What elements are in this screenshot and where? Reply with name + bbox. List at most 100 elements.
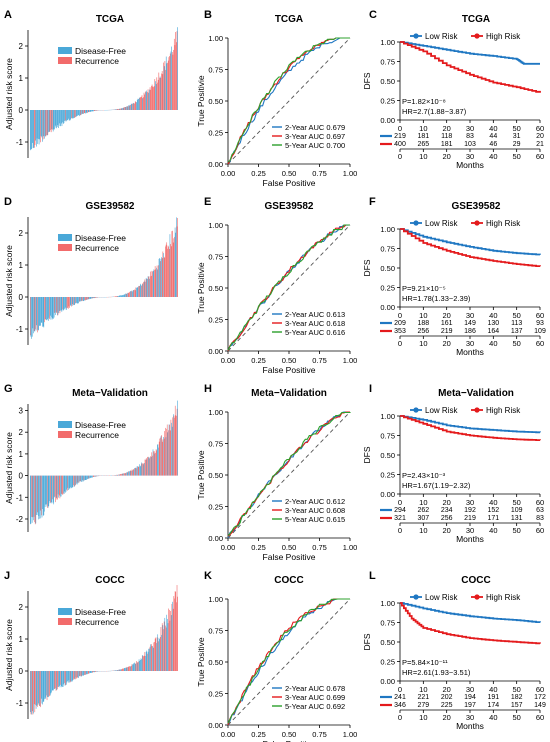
risk-bar [63,110,65,124]
risk-bar [42,671,44,702]
x-tick-label: 30 [466,685,474,694]
risk-bar [47,475,48,509]
risk-bar [146,90,148,110]
risk-bar [128,293,130,297]
risk-bar [126,106,128,110]
risk-bar [118,669,120,671]
risk-bar [37,475,38,513]
risk-count-high: 307 [417,515,429,522]
risk-bar [52,297,54,319]
risk-bar [68,110,69,119]
risk-bar [118,109,119,110]
risk-bar [39,475,41,511]
legend-swatch-disease-free [58,234,72,241]
risk-bar [146,278,148,297]
risk-bar [171,46,172,110]
risk-bar [84,671,85,675]
risk-bar [130,666,131,671]
risk-count-low: 113 [511,320,522,327]
risk-bar [115,475,117,476]
x-tick-label: 50 [512,124,520,133]
risk-bar [43,297,45,328]
risk-bar [138,285,140,297]
risk-bar [143,656,144,671]
risk-bar [119,474,121,476]
risk-bar [94,475,95,477]
risk-bar [44,110,45,139]
legend-label: 2-Year AUC 0.678 [285,684,345,693]
x-tick-label: 1.00 [343,356,358,365]
risk-bar [62,475,64,495]
y-tick-label: 0.50 [380,264,395,273]
risk-bar [147,92,148,110]
risk-bar [33,475,35,517]
risk-bar [130,470,132,476]
panel-letter: B [204,9,212,21]
risk-bar [83,475,85,481]
risk-bar [141,95,143,110]
risk-bar [154,453,156,476]
risk-bar [168,248,170,297]
risk-bar [168,57,170,110]
panel-letter: J [4,570,10,582]
risk-bar [34,110,35,148]
x-tick-label: 0.75 [312,169,327,178]
risk-bar [40,297,41,326]
risk-bar [67,110,69,121]
risk-count-high: 219 [464,515,476,522]
risk-bar [158,265,159,297]
risk-x-tick-label: 40 [489,339,497,348]
risk-bar [38,297,39,331]
risk-bar [129,470,131,476]
risk-bar [91,475,92,478]
risk-bar [57,297,58,316]
risk-count-high: 197 [464,702,476,709]
risk-bar [74,110,76,118]
risk-bar [177,27,178,111]
risk-bar [151,84,153,110]
risk-bar [50,297,52,320]
y-axis-label: DFS [362,259,372,276]
risk-bar [137,98,139,110]
risk-bar [74,297,76,306]
risk-bar [147,651,149,671]
y-axis-label: Adjusted risk score [4,619,14,691]
risk-bar [169,430,171,476]
legend-swatch-recurrence [58,618,72,625]
y-tick-label: 0.50 [380,77,395,86]
risk-bar [162,625,164,671]
risk-bar [129,666,131,671]
risk-bar [93,110,95,111]
legend-label: Low Risk [425,219,458,228]
risk-bar [93,297,95,299]
risk-bar [124,294,126,297]
risk-bar [173,414,174,476]
y-tick-label: 0.00 [380,677,395,686]
risk-bar [114,670,115,671]
risk-bar [119,108,121,110]
y-axis-label: DFS [362,446,372,463]
risk-bar [67,297,68,308]
risk-bar [141,285,142,297]
x-tick-label: 0.00 [221,730,236,739]
risk-bar [66,475,67,490]
risk-bar [171,426,173,476]
risk-bar [81,110,83,114]
risk-bar [41,671,43,704]
risk-bar [169,234,171,297]
risk-bar [140,660,141,671]
risk-bar [147,653,148,671]
risk-bar [127,667,128,671]
risk-bar [161,634,162,671]
risk-bar [140,96,141,110]
risk-x-tick-label: 0 [398,526,402,535]
risk-bar [135,467,137,476]
risk-bar [96,671,98,672]
risk-bar [160,627,162,671]
risk-bar [136,468,137,476]
diagonal-line [227,411,351,539]
risk-bar [114,109,115,110]
risk-bar [132,469,134,476]
risk-bar [57,110,59,126]
